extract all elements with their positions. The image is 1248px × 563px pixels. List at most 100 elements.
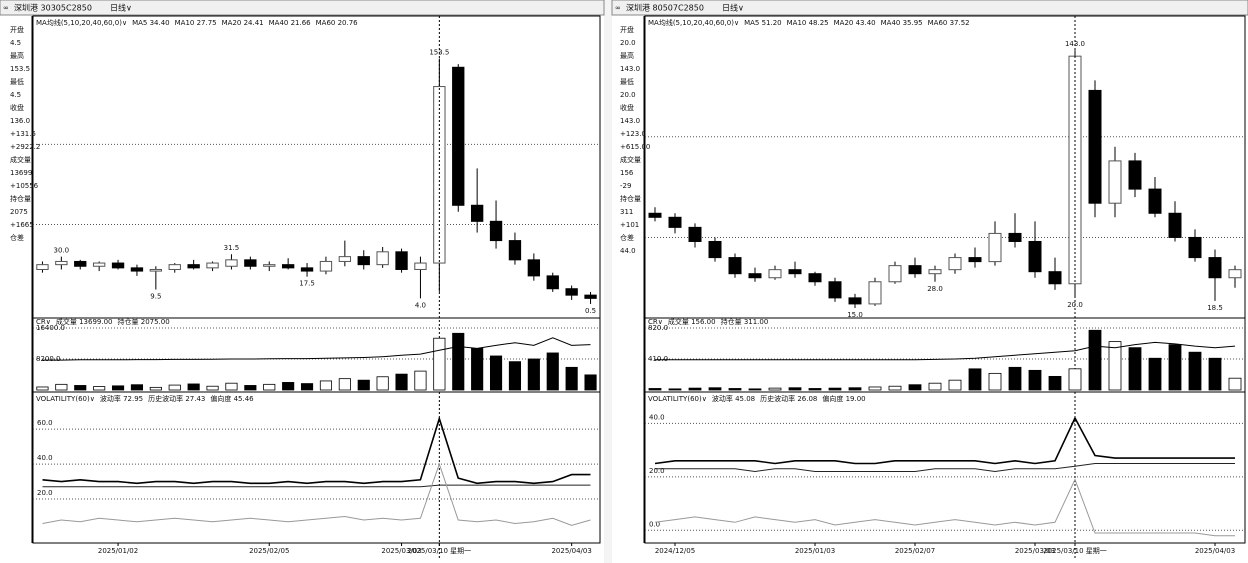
- candle-body: [527, 259, 541, 277]
- x-tick-label: 2025/03/03: [381, 547, 421, 555]
- candle-body: [111, 262, 125, 269]
- plot-frame: [644, 15, 1246, 544]
- info-text: 仓差: [620, 233, 634, 242]
- ma-header: MA5 34.40: [132, 19, 170, 27]
- volume-bar: [688, 387, 702, 391]
- volume-bar: [888, 385, 902, 391]
- volatility-line: [42, 415, 591, 485]
- info-text: +615.00: [620, 143, 650, 151]
- x-tick-label: 2025/03/03: [1015, 547, 1055, 555]
- candle-body: [263, 264, 276, 267]
- volatility-header: 偏向度 19.00: [822, 394, 865, 403]
- x-tick-label: 2025/02/07: [895, 547, 935, 555]
- ma-header: MA60 20.76: [316, 19, 359, 27]
- volume-header: 成交量 13699.00: [56, 317, 113, 326]
- ma-header: MA10 27.75: [175, 19, 217, 27]
- volume-bar: [452, 332, 465, 391]
- volatility-header: 偏向度 45.46: [210, 394, 254, 403]
- ma-header[interactable]: MA均线(5,10,20,40,60,0)∨: [36, 18, 127, 27]
- volume-bar: [546, 352, 559, 391]
- candle-body: [357, 256, 370, 266]
- candle-body: [1228, 269, 1242, 279]
- y-tick-label: 60.0: [37, 419, 53, 427]
- period-selector[interactable]: 日线∨: [110, 3, 132, 13]
- volatility-line: [654, 478, 1235, 537]
- volume-bar: [489, 355, 503, 391]
- volume-bar: [74, 385, 87, 391]
- x-tick-label: 2025/03/10 星期一: [408, 547, 472, 555]
- candle-body: [1048, 271, 1062, 285]
- candle-body: [1028, 240, 1042, 273]
- y-tick-label: 40.0: [649, 413, 665, 421]
- volume-bar: [768, 387, 782, 391]
- info-text: 153.5: [10, 65, 30, 73]
- volume-bar: [908, 384, 922, 391]
- volume-bar: [1108, 341, 1122, 391]
- volatility-header[interactable]: VOLATILITY(60)∨: [648, 395, 707, 403]
- candle-body: [433, 86, 446, 264]
- info-text: +2922.2: [10, 143, 40, 151]
- volume-bar: [708, 387, 722, 391]
- candle-body: [808, 273, 822, 283]
- volume-bar: [395, 373, 408, 391]
- price-annotation: 18.5: [1207, 304, 1223, 312]
- y-tick-label: 16400.0: [36, 324, 65, 332]
- candle-body: [206, 262, 219, 269]
- instrument-title[interactable]: 深圳港 80507C2850: [626, 3, 704, 13]
- y-tick-label: 40.0: [37, 454, 53, 462]
- candle-body: [92, 262, 106, 267]
- candle-body: [768, 269, 782, 279]
- x-tick-label: 2025/01/02: [98, 547, 138, 555]
- candle-body: [928, 269, 942, 275]
- price-annotation: 17.5: [299, 280, 315, 288]
- info-text: 20.0: [620, 91, 636, 99]
- volume-bar: [828, 387, 842, 391]
- candle-body: [1208, 257, 1222, 279]
- candle-body: [565, 288, 578, 296]
- volatility-header[interactable]: VOLATILITY(60)∨: [36, 395, 95, 403]
- info-text: 44.0: [620, 247, 636, 255]
- volume-bar: [338, 378, 351, 391]
- volume-bar: [868, 386, 882, 391]
- y-tick-label: 820.0: [648, 324, 668, 332]
- y-tick-label: 0.0: [649, 520, 660, 528]
- volume-bar: [55, 383, 68, 391]
- volume-bar: [149, 386, 162, 391]
- volume-bar: [1048, 375, 1062, 391]
- volatility-line: [654, 416, 1235, 465]
- volume-bar: [584, 374, 597, 391]
- candle-body: [1148, 188, 1162, 214]
- ma-header[interactable]: MA均线(5,10,20,40,60,0)∨: [648, 18, 739, 27]
- info-text: 20.0: [620, 39, 636, 47]
- volume-bar: [848, 387, 862, 391]
- volume-header: 持仓量 311.00: [721, 317, 769, 326]
- x-tick-label: 2024/12/05: [655, 547, 695, 555]
- volume-bar: [928, 382, 942, 391]
- volume-header[interactable]: CR∨: [648, 318, 663, 326]
- candle-body: [1108, 160, 1122, 204]
- instrument-title[interactable]: 深圳港 30305C2850: [14, 3, 92, 13]
- volume-bar: [1188, 351, 1202, 391]
- candle-body: [376, 251, 389, 266]
- info-text: 143.0: [620, 117, 640, 125]
- info-text: 最低: [620, 77, 634, 86]
- volume-bar: [93, 386, 106, 391]
- volume-bar: [648, 388, 662, 391]
- volume-bar: [1168, 344, 1182, 391]
- candle-body: [888, 265, 902, 283]
- candle-body: [988, 232, 1002, 263]
- period-selector[interactable]: 日线∨: [722, 3, 744, 13]
- info-text: +123.0: [620, 130, 646, 138]
- title-bar: [0, 0, 605, 16]
- volume-bar: [263, 383, 276, 391]
- volume-header[interactable]: CR∨: [36, 318, 51, 326]
- volume-bar: [1008, 366, 1022, 391]
- info-text: 2075: [10, 208, 28, 216]
- x-tick-label: 2025/01/03: [795, 547, 835, 555]
- volatility-line: [42, 462, 591, 526]
- open-interest-line: [655, 341, 1236, 361]
- volume-bar: [206, 385, 219, 391]
- candle-body: [546, 275, 559, 290]
- volume-bar: [748, 388, 762, 391]
- title-icon: ∞: [615, 4, 621, 12]
